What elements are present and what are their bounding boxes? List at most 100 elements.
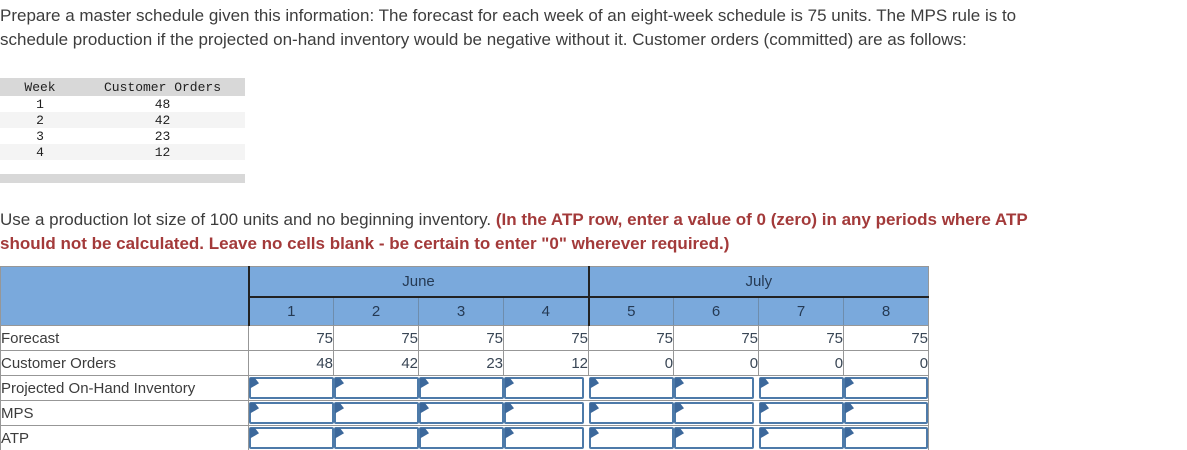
mps-row-label: MPS bbox=[0, 400, 249, 426]
customer-orders-cell-week5: 0 bbox=[588, 350, 675, 376]
poh-input-week5-box bbox=[589, 377, 674, 399]
atp-row-label: ATP bbox=[0, 425, 249, 450]
atp-input-week4-box bbox=[504, 427, 584, 449]
orders-value-cell: 42 bbox=[154, 112, 171, 128]
atp-input-week6[interactable] bbox=[676, 429, 752, 447]
problem-statement: Prepare a master schedule given this inf… bbox=[0, 4, 1187, 51]
mps-input-week1[interactable] bbox=[251, 404, 332, 422]
atp-input-week1-box bbox=[249, 427, 334, 449]
poh-input-week4[interactable] bbox=[506, 379, 582, 397]
atp-input-week3-box bbox=[419, 427, 504, 449]
orders-week-cell: 2 bbox=[36, 112, 44, 128]
atp-input-week4[interactable] bbox=[506, 429, 582, 447]
forecast-cell-week5: 75 bbox=[588, 325, 675, 351]
atp-input-week8-box bbox=[844, 427, 928, 449]
week-number-row: 1 2 3 4 5 6 7 8 bbox=[1, 296, 930, 326]
mps-input-week7[interactable] bbox=[761, 404, 842, 422]
customer-orders-cell-week8: 0 bbox=[843, 350, 930, 376]
orders-table-header: Week Customer Orders bbox=[0, 78, 245, 96]
orders-value-cell: 23 bbox=[154, 128, 171, 144]
atp-input-week2[interactable] bbox=[336, 429, 417, 447]
customer-orders-table: Week Customer Orders 1 48 2 42 3 23 4 12 bbox=[0, 78, 245, 183]
mps-input-week4[interactable] bbox=[506, 404, 582, 422]
mps-input-week4-box bbox=[504, 402, 584, 424]
orders-table-row: 2 42 bbox=[0, 112, 245, 128]
mps-input-week2[interactable] bbox=[336, 404, 417, 422]
poh-input-week6-box bbox=[674, 377, 754, 399]
forecast-cell-week1: 75 bbox=[248, 325, 334, 351]
forecast-cell-week8: 75 bbox=[843, 325, 930, 351]
week-header-2: 2 bbox=[333, 296, 419, 326]
problem-statement-line2: schedule production if the projected on-… bbox=[0, 29, 967, 49]
mps-input-week2-box bbox=[334, 402, 419, 424]
atp-input-week7[interactable] bbox=[761, 429, 842, 447]
poh-input-week1[interactable] bbox=[251, 379, 332, 397]
customer-orders-cell-week2: 42 bbox=[333, 350, 419, 376]
forecast-cell-week3: 75 bbox=[418, 325, 504, 351]
forecast-cell-week2: 75 bbox=[333, 325, 419, 351]
orders-col-week-header: Week bbox=[24, 79, 56, 95]
atp-input-week1[interactable] bbox=[251, 429, 332, 447]
mps-input-week3[interactable] bbox=[421, 404, 502, 422]
orders-col-orders-header: Customer Orders bbox=[103, 79, 222, 95]
poh-input-week2[interactable] bbox=[336, 379, 417, 397]
mps-input-week8-box bbox=[844, 402, 928, 424]
customer-orders-cell-week7: 0 bbox=[758, 350, 845, 376]
atp-row: ATP bbox=[0, 425, 930, 450]
instructions-red-text-part1: (In the ATP row, enter a value of 0 (zer… bbox=[495, 210, 1028, 229]
poh-input-week2-box bbox=[334, 377, 419, 399]
orders-table-footer-bar bbox=[0, 174, 245, 183]
forecast-cell-week4: 75 bbox=[502, 325, 590, 351]
atp-input-week5-box bbox=[589, 427, 674, 449]
atp-inputs bbox=[247, 425, 930, 450]
week-header-6: 6 bbox=[673, 296, 759, 326]
poh-input-week8-box bbox=[844, 377, 928, 399]
mps-input-week5-box bbox=[589, 402, 674, 424]
mps-input-week3-box bbox=[419, 402, 504, 424]
mps-input-week5[interactable] bbox=[591, 404, 672, 422]
atp-input-week5[interactable] bbox=[591, 429, 672, 447]
atp-input-week7-box bbox=[759, 427, 844, 449]
schedule-corner-cell bbox=[0, 266, 250, 326]
customer-orders-cell-week1: 48 bbox=[248, 350, 334, 376]
forecast-cell-week6: 75 bbox=[673, 325, 760, 351]
orders-value-cell: 48 bbox=[154, 96, 171, 112]
atp-input-week2-box bbox=[334, 427, 419, 449]
customer-orders-cell-week6: 0 bbox=[673, 350, 760, 376]
poh-input-week5[interactable] bbox=[591, 379, 672, 397]
customer-orders-row: Customer Orders 48 42 23 12 0 0 0 0 bbox=[0, 350, 930, 376]
instructions: Use a production lot size of 100 units a… bbox=[0, 208, 1187, 255]
master-schedule-table: June July 1 2 3 4 5 6 7 8 Forecast 75 75… bbox=[0, 266, 930, 450]
mps-input-week8[interactable] bbox=[846, 404, 926, 422]
orders-week-cell: 1 bbox=[36, 96, 44, 112]
customer-orders-cell-week4: 12 bbox=[502, 350, 590, 376]
mps-input-week1-box bbox=[249, 402, 334, 424]
poh-input-week6[interactable] bbox=[676, 379, 752, 397]
month-header-june: June bbox=[248, 266, 589, 298]
customer-orders-row-label: Customer Orders bbox=[0, 350, 249, 376]
poh-input-week7[interactable] bbox=[761, 379, 842, 397]
instructions-line1: Use a production lot size of 100 units a… bbox=[0, 208, 1187, 232]
customer-orders-cell-week3: 23 bbox=[418, 350, 504, 376]
poh-input-week8[interactable] bbox=[846, 379, 926, 397]
week-header-5: 5 bbox=[587, 296, 674, 326]
week-header-8: 8 bbox=[843, 296, 930, 326]
atp-input-week8[interactable] bbox=[846, 429, 926, 447]
poh-input-week7-box bbox=[759, 377, 844, 399]
orders-table-row: 3 23 bbox=[0, 128, 245, 144]
orders-table-row: 4 12 bbox=[0, 144, 245, 160]
mps-inputs bbox=[247, 400, 930, 426]
forecast-row: Forecast 75 75 75 75 75 75 75 75 bbox=[0, 325, 930, 351]
poh-input-week3-box bbox=[419, 377, 504, 399]
week-header-4: 4 bbox=[502, 296, 589, 326]
instructions-red-text-part2: should not be calculated. Leave no cells… bbox=[0, 233, 730, 253]
mps-input-week6-box bbox=[674, 402, 754, 424]
projected-on-hand-row-label: Projected On-Hand Inventory bbox=[0, 375, 249, 401]
mps-input-week7-box bbox=[759, 402, 844, 424]
mps-input-week6[interactable] bbox=[676, 404, 752, 422]
orders-week-cell: 4 bbox=[36, 144, 44, 160]
atp-input-week3[interactable] bbox=[421, 429, 502, 447]
poh-input-week1-box bbox=[249, 377, 334, 399]
week-header-7: 7 bbox=[758, 296, 844, 326]
poh-input-week3[interactable] bbox=[421, 379, 502, 397]
